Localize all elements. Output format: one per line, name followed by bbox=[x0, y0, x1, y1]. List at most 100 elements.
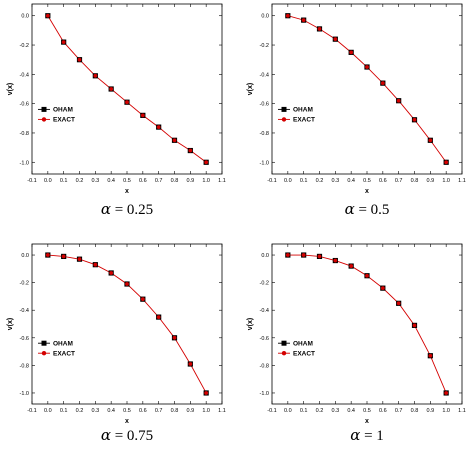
x-tick-label: 0.0 bbox=[284, 408, 292, 414]
legend-marker-exact bbox=[41, 351, 47, 356]
exact-point bbox=[109, 271, 114, 275]
x-tick-label: 0.1 bbox=[300, 408, 308, 414]
chart-panel-2: -0.1 0.0 0.1 0.2 0.3 0.4 0.5 0.6 0.7 0.8 0.9 1.0 1.1… bbox=[247, 3, 466, 218]
x-tick-label: 0.0 bbox=[284, 178, 292, 184]
x-tick-label: 0.0 bbox=[44, 178, 52, 184]
exact-point bbox=[333, 258, 338, 263]
x-tick-label: 0.0 bbox=[44, 408, 52, 414]
x-tick-label: 1.1 bbox=[218, 408, 226, 414]
x-tick-label: 0.1 bbox=[60, 178, 68, 184]
x-tick-label: 1.0 bbox=[442, 408, 450, 414]
legend-marker-oham bbox=[281, 340, 287, 346]
y-tick-label: -0.2 bbox=[20, 43, 29, 49]
chart-panel-1: -0.1 0.0 0.1 0.2 0.3 0.4 0.5 0.6 0.7 0.8 0.9 1.0 1.1… bbox=[7, 3, 226, 218]
plot-frame bbox=[31, 3, 223, 175]
y-tick-label: -1.0 bbox=[20, 391, 29, 397]
y-tick-label: -0.8 bbox=[260, 131, 269, 137]
x-tick-label: 0.2 bbox=[76, 408, 84, 414]
plot-frame bbox=[31, 243, 223, 405]
legend-label-oham: OHAM bbox=[293, 107, 313, 114]
exact-point bbox=[349, 264, 354, 268]
caption-value: = 0.25 bbox=[111, 202, 153, 218]
y-axis-label: v(x) bbox=[7, 318, 14, 330]
exact-point bbox=[428, 138, 433, 143]
y-tick-label: -0.4 bbox=[260, 308, 269, 314]
x-tick-label: 0.6 bbox=[379, 178, 387, 184]
y-tick-label: 0.0 bbox=[21, 14, 29, 20]
y-tick-label: -0.6 bbox=[260, 336, 269, 342]
y-tick-label: -0.6 bbox=[20, 336, 29, 342]
y-axis-label: v(x) bbox=[247, 318, 254, 330]
legend: OHAM EXACT bbox=[278, 107, 315, 124]
exact-point bbox=[140, 297, 145, 302]
exact-point bbox=[301, 18, 306, 23]
y-tick-label: -0.2 bbox=[260, 281, 269, 287]
x-tick-label: 0.3 bbox=[92, 178, 100, 184]
panel-caption: α = 0.5 bbox=[345, 200, 390, 218]
exact-point bbox=[156, 125, 161, 130]
caption-value: = 1 bbox=[360, 428, 383, 444]
series-line-exact bbox=[47, 15, 207, 163]
x-tick-label: 1.0 bbox=[202, 178, 210, 184]
exact-point bbox=[333, 37, 338, 42]
exact-point bbox=[61, 40, 66, 45]
exact-point bbox=[380, 81, 385, 86]
legend-marker-exact bbox=[281, 351, 287, 356]
legend-label-exact: EXACT bbox=[293, 117, 315, 124]
exact-point bbox=[77, 57, 82, 62]
legend-marker-exact bbox=[41, 117, 47, 122]
x-tick-label: 0.8 bbox=[171, 178, 179, 184]
y-tick-label: -1.0 bbox=[260, 160, 269, 166]
y-axis-label: v(x) bbox=[247, 83, 254, 95]
plot-frame bbox=[271, 3, 463, 175]
exact-point bbox=[156, 315, 161, 320]
legend-marker-oham bbox=[41, 340, 47, 346]
legend: OHAM EXACT bbox=[38, 341, 75, 358]
x-tick-label: -0.1 bbox=[267, 178, 276, 184]
panel-caption: α = 0.75 bbox=[101, 426, 153, 444]
alpha-symbol: α bbox=[101, 426, 111, 444]
series-line-exact bbox=[287, 15, 447, 163]
x-tick-label: 0.1 bbox=[60, 408, 68, 414]
y-tick-label: -0.4 bbox=[20, 72, 29, 78]
x-axis-label: x bbox=[125, 188, 129, 195]
x-tick-label: 0.5 bbox=[123, 408, 131, 414]
exact-point bbox=[301, 253, 306, 257]
exact-point bbox=[444, 391, 449, 395]
y-tick-label: -0.8 bbox=[20, 363, 29, 369]
x-tick-label: -0.1 bbox=[267, 408, 276, 414]
exact-point bbox=[188, 148, 193, 153]
chart-panel-3: -0.1 0.0 0.1 0.2 0.3 0.4 0.5 0.6 0.7 0.8 0.9 1.0 1.1… bbox=[7, 243, 226, 444]
exact-point bbox=[365, 273, 369, 278]
series-line-exact bbox=[47, 254, 207, 394]
x-tick-label: 1.1 bbox=[458, 408, 466, 414]
exact-point bbox=[317, 27, 322, 31]
legend-label-oham: OHAM bbox=[53, 341, 73, 348]
exact-point bbox=[365, 65, 369, 69]
panel-caption: α = 0.25 bbox=[101, 200, 153, 218]
exact-point bbox=[412, 117, 417, 122]
exact-point bbox=[380, 286, 385, 291]
y-tick-label: -0.8 bbox=[260, 363, 269, 369]
x-tick-label: 0.4 bbox=[107, 408, 115, 414]
x-tick-label: 0.5 bbox=[363, 178, 371, 184]
y-tick-label: -1.0 bbox=[260, 391, 269, 397]
x-tick-label: 0.4 bbox=[347, 408, 355, 414]
x-tick-label: 1.1 bbox=[218, 178, 226, 184]
x-tick-label: 0.3 bbox=[332, 178, 340, 184]
exact-point bbox=[285, 253, 290, 257]
x-tick-label: 0.6 bbox=[139, 408, 147, 414]
y-tick-label: -0.6 bbox=[20, 102, 29, 108]
legend-marker-oham bbox=[41, 106, 47, 112]
caption-value: = 0.75 bbox=[111, 428, 153, 444]
x-axis-label: x bbox=[365, 418, 369, 425]
exact-point bbox=[125, 282, 129, 286]
x-tick-label: 0.1 bbox=[300, 178, 308, 184]
alpha-symbol: α bbox=[350, 426, 360, 444]
x-tick-label: 0.3 bbox=[332, 408, 340, 414]
exact-point bbox=[109, 87, 114, 91]
exact-point bbox=[61, 254, 66, 259]
x-tick-label: 0.7 bbox=[155, 178, 163, 184]
legend-label-exact: EXACT bbox=[53, 351, 75, 358]
x-tick-label: 0.4 bbox=[347, 178, 355, 184]
